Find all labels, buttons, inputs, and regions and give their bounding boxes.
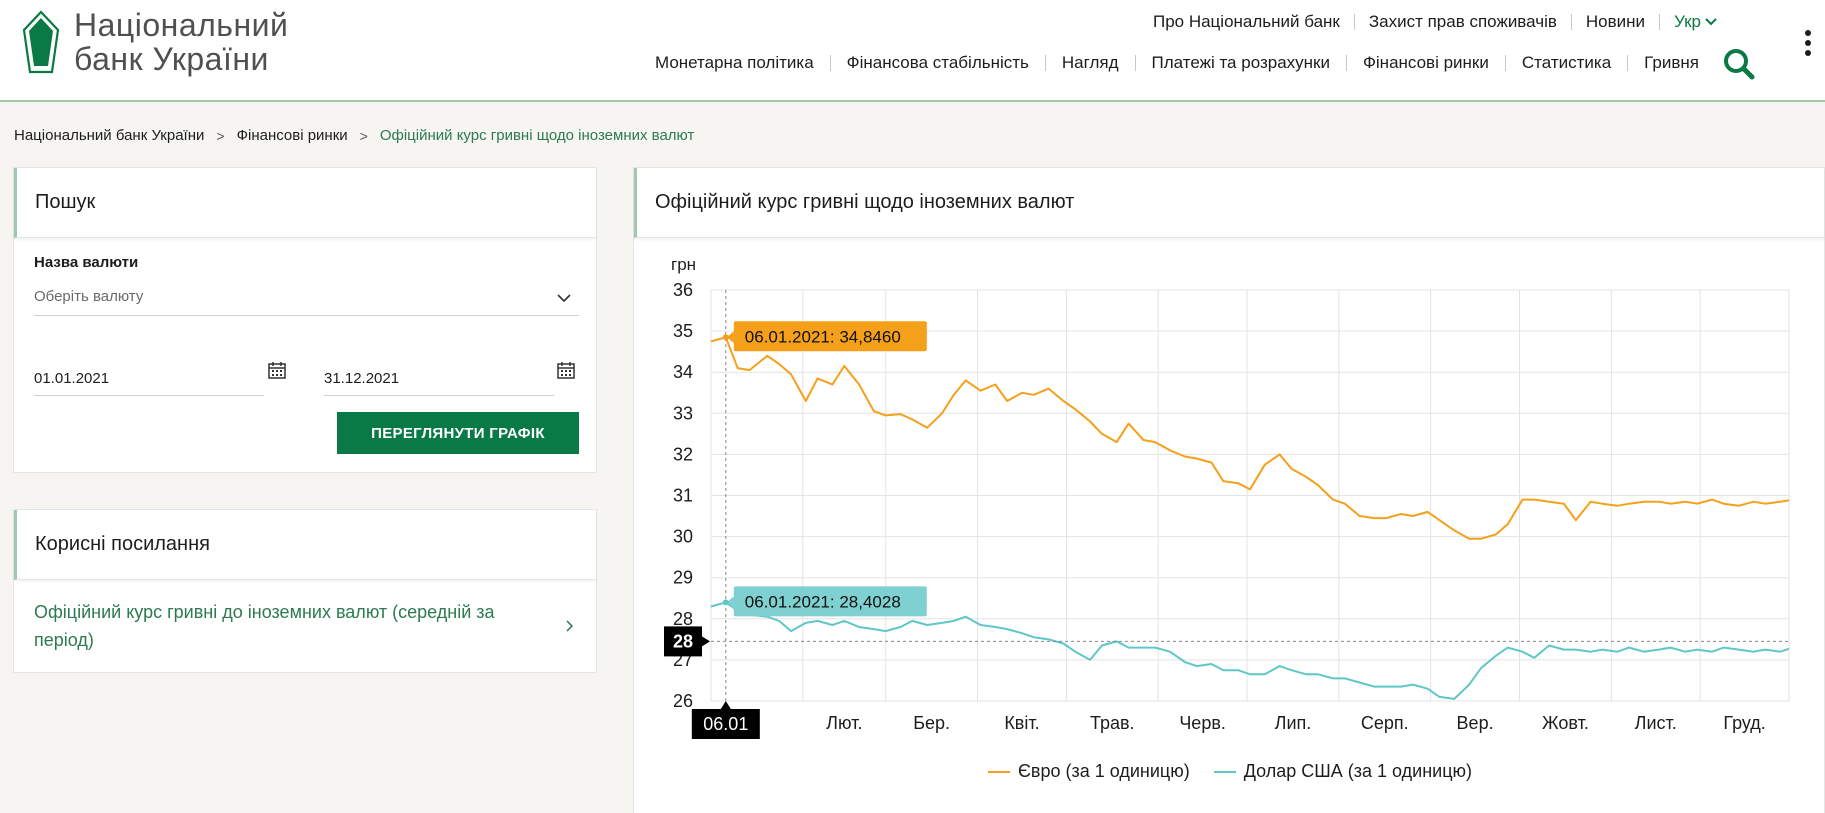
- y-tick-label: 28: [673, 609, 693, 629]
- series-line-euro[interactable]: [710, 336, 1790, 540]
- marker-usd: [722, 599, 729, 606]
- x-tick-label: Квіт.: [1004, 713, 1039, 733]
- useful-links-panel: Корисні посилання Офіційний курс гривні …: [13, 509, 597, 673]
- crosshair-x-badge: [691, 709, 760, 739]
- tooltip-usd-pointer: [726, 596, 734, 609]
- more-menu-icon[interactable]: [1803, 30, 1813, 60]
- main-nav: Монетарна політика Фінансова стабільніст…: [639, 53, 1699, 72]
- date-from-input[interactable]: 01.01.2021: [34, 360, 264, 396]
- top-nav-about[interactable]: Про Національний банк: [1139, 13, 1355, 30]
- y-axis-label: грн: [671, 255, 696, 274]
- x-tick-label: Лип.: [1275, 713, 1312, 733]
- x-tick-label: Вер.: [1457, 713, 1494, 733]
- chevron-down-icon: [557, 294, 571, 303]
- chevron-right-icon[interactable]: [566, 620, 574, 632]
- legend-swatch-euro: [987, 770, 1010, 773]
- legend-label-usd: Долар США (за 1 одиницю): [1243, 761, 1473, 781]
- currency-select[interactable]: Оберіть валюту: [34, 280, 579, 316]
- marker-euro: [722, 334, 729, 341]
- logo-line-1: Національний: [74, 7, 289, 43]
- x-tick-label: Груд.: [1723, 713, 1765, 733]
- crosshair-y-badge: [664, 626, 702, 657]
- chevron-right-icon: >: [359, 127, 368, 144]
- top-nav-consumer-rights[interactable]: Захист прав споживачів: [1355, 13, 1572, 30]
- tooltip-euro: [733, 321, 927, 352]
- y-tick-label: 34: [673, 362, 693, 382]
- breadcrumb-current: Офіційний курс гривні щодо іноземних вал…: [379, 127, 695, 144]
- language-selector[interactable]: Укр: [1674, 12, 1717, 32]
- nav-financial-stability[interactable]: Фінансова стабільність: [831, 54, 1046, 71]
- x-tick-label: Трав.: [1090, 713, 1135, 733]
- y-tick-label: 35: [673, 321, 693, 341]
- language-label: Укр: [1674, 12, 1701, 31]
- breadcrumb-home[interactable]: Національний банк України: [14, 127, 205, 144]
- legend-swatch-usd: [1213, 770, 1236, 773]
- x-tick-label: Черв.: [1179, 713, 1226, 733]
- search-panel: Пошук Назва валюти Оберіть валюту 01.01.…: [13, 167, 597, 473]
- date-from-value: 01.01.2021: [34, 370, 110, 387]
- top-nav: Про Національний банк Захист прав спожив…: [1139, 12, 1717, 32]
- chart-legend: Євро (за 1 одиницю) Долар США (за 1 один…: [634, 761, 1825, 782]
- currency-label: Назва валюти: [34, 254, 139, 271]
- search-icon[interactable]: [1723, 48, 1755, 80]
- legend-label-euro: Євро (за 1 одиницю): [1017, 761, 1190, 781]
- chart-panel: Офіційний курс гривні щодо іноземних вал…: [633, 167, 1825, 813]
- top-nav-news[interactable]: Новини: [1572, 13, 1661, 30]
- x-tick-label: Жовт.: [1542, 713, 1589, 733]
- crosshair-x-label: 06.01: [703, 714, 748, 734]
- currency-placeholder: Оберіть валюту: [34, 288, 144, 305]
- nav-monetary-policy[interactable]: Монетарна політика: [639, 54, 831, 71]
- nav-payments[interactable]: Платежі та розрахунки: [1136, 54, 1347, 71]
- y-tick-label: 26: [673, 691, 693, 711]
- y-tick-label: 31: [673, 486, 693, 506]
- calendar-icon[interactable]: [267, 360, 287, 380]
- x-tick-label: Бер.: [913, 713, 950, 733]
- nav-supervision[interactable]: Нагляд: [1046, 54, 1136, 71]
- tooltip-euro-pointer: [726, 331, 734, 344]
- breadcrumb: Національний банк України > Фінансові ри…: [14, 127, 694, 144]
- series-line-usd[interactable]: [710, 601, 1790, 700]
- nbu-logo[interactable]: Національний банк України: [22, 8, 288, 76]
- crosshair-y-label: 28: [673, 631, 693, 651]
- y-tick-label: 32: [673, 444, 693, 464]
- useful-links-title: Корисні посилання: [14, 510, 596, 580]
- chevron-down-icon: [1705, 18, 1717, 26]
- x-tick-label: Лист.: [1635, 713, 1677, 733]
- legend-item-usd[interactable]: Долар США (за 1 одиницю): [1213, 761, 1473, 782]
- x-tick-label: Серп.: [1361, 713, 1409, 733]
- crosshair-y-pointer: [702, 636, 710, 647]
- y-tick-label: 33: [673, 403, 693, 423]
- y-tick-label: 36: [673, 280, 693, 300]
- chart-title: Офіційний курс гривні щодо іноземних вал…: [634, 168, 1824, 238]
- nav-financial-markets[interactable]: Фінансові ринки: [1347, 54, 1506, 71]
- chevron-right-icon: >: [216, 127, 225, 144]
- search-panel-title: Пошук: [14, 168, 596, 238]
- link-average-rate[interactable]: Офіційний курс гривні до іноземних валют…: [34, 602, 495, 650]
- nav-statistics[interactable]: Статистика: [1506, 54, 1629, 71]
- tooltip-usd-label: 06.01.2021: 28,4028: [745, 592, 901, 611]
- crosshair-x-pointer: [720, 701, 731, 709]
- nav-hryvnia[interactable]: Гривня: [1644, 53, 1699, 72]
- breadcrumb-financial-markets[interactable]: Фінансові ринки: [236, 127, 348, 144]
- date-to-value: 31.12.2021: [324, 370, 400, 387]
- tooltip-usd: [733, 586, 927, 617]
- site-header: Національний банк України Про Національн…: [0, 0, 1825, 102]
- date-to-input[interactable]: 31.12.2021: [324, 360, 554, 396]
- y-tick-label: 30: [673, 527, 693, 547]
- legend-item-euro[interactable]: Євро (за 1 одиницю): [987, 761, 1190, 782]
- calendar-icon[interactable]: [556, 360, 576, 380]
- x-tick-label: Лют.: [826, 713, 862, 733]
- y-tick-label: 29: [673, 568, 693, 588]
- tooltip-euro-label: 06.01.2021: 34,8460: [745, 327, 901, 346]
- view-chart-button[interactable]: ПЕРЕГЛЯНУТИ ГРАФІК: [337, 412, 579, 454]
- logo-line-2: банк України: [74, 41, 269, 77]
- nbu-logo-icon: [22, 10, 60, 74]
